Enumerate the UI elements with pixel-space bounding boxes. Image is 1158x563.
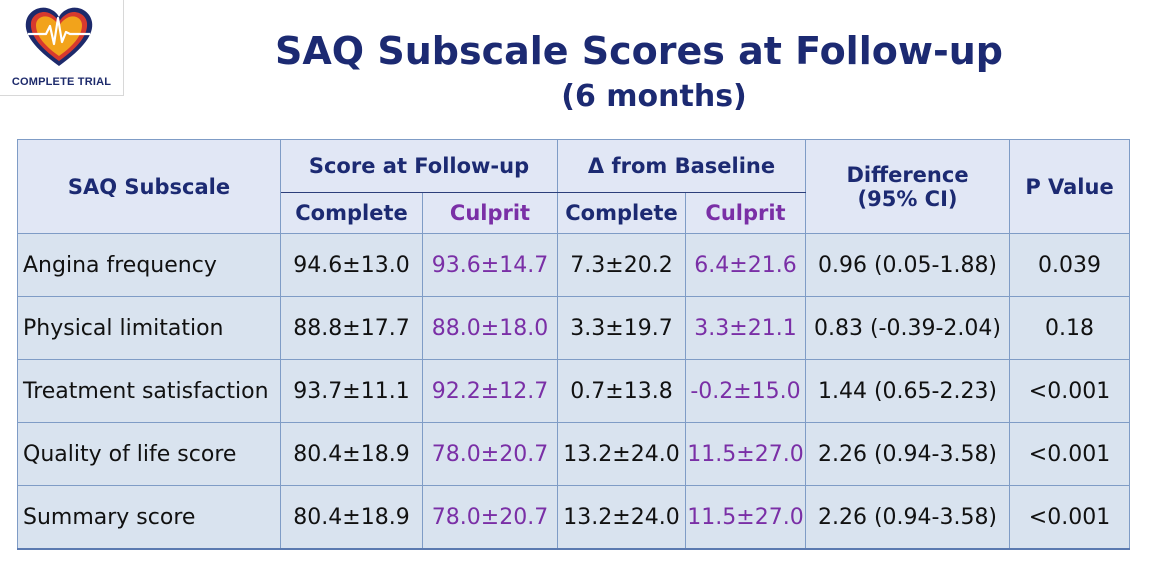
table-row: Treatment satisfaction 93.7±11.1 92.2±12…: [17, 359, 1130, 423]
cell-subscale: Treatment satisfaction: [17, 359, 281, 423]
cell-subscale: Angina frequency: [17, 233, 281, 297]
header-delta-complete: Complete: [557, 192, 686, 234]
cell-difference: 1.44 (0.65-2.23): [805, 359, 1010, 423]
table-row: Summary score 80.4±18.9 78.0±20.7 13.2±2…: [17, 485, 1130, 550]
header-subscale: SAQ Subscale: [17, 139, 281, 234]
cell-delta-complete: 13.2±24.0: [557, 485, 686, 550]
heart-ecg-logo-icon: [25, 7, 93, 66]
cell-pvalue: 0.039: [1009, 233, 1130, 297]
cell-delta-complete: 3.3±19.7: [557, 296, 686, 360]
page-subtitle: (6 months): [561, 79, 747, 114]
cell-difference: 2.26 (0.94-3.58): [805, 485, 1010, 550]
cell-difference: 0.96 (0.05-1.88): [805, 233, 1010, 297]
cell-delta-culprit: 6.4±21.6: [685, 233, 806, 297]
cell-pvalue: 0.18: [1009, 296, 1130, 360]
cell-delta-culprit: -0.2±15.0: [685, 359, 806, 423]
cell-delta-culprit: 11.5±27.0: [685, 485, 806, 550]
header-delta-group: Δ from Baseline: [557, 139, 806, 193]
cell-score-complete: 80.4±18.9: [280, 422, 423, 486]
cell-subscale: Quality of life score: [17, 422, 281, 486]
cell-score-culprit: 93.6±14.7: [422, 233, 558, 297]
cell-delta-complete: 7.3±20.2: [557, 233, 686, 297]
cell-score-complete: 88.8±17.7: [280, 296, 423, 360]
cell-difference: 0.83 (-0.39-2.04): [805, 296, 1010, 360]
logo: COMPLETE TRIAL: [0, 0, 124, 96]
logo-text: COMPLETE TRIAL: [11, 76, 112, 88]
header-score-complete: Complete: [280, 192, 423, 234]
table-row: Quality of life score 80.4±18.9 78.0±20.…: [17, 422, 1130, 486]
cell-subscale: Physical limitation: [17, 296, 281, 360]
cell-delta-culprit: 11.5±27.0: [685, 422, 806, 486]
header-pvalue: P Value: [1009, 139, 1130, 234]
cell-score-culprit: 92.2±12.7: [422, 359, 558, 423]
header-score-culprit: Culprit: [422, 192, 558, 234]
cell-score-complete: 93.7±11.1: [280, 359, 423, 423]
header-difference: Difference (95% CI): [805, 139, 1010, 234]
cell-delta-complete: 13.2±24.0: [557, 422, 686, 486]
cell-difference: 2.26 (0.94-3.58): [805, 422, 1010, 486]
cell-score-complete: 94.6±13.0: [280, 233, 423, 297]
cell-pvalue: <0.001: [1009, 359, 1130, 423]
cell-score-culprit: 88.0±18.0: [422, 296, 558, 360]
cell-score-culprit: 78.0±20.7: [422, 422, 558, 486]
cell-delta-culprit: 3.3±21.1: [685, 296, 806, 360]
cell-score-complete: 80.4±18.9: [280, 485, 423, 550]
cell-subscale: Summary score: [17, 485, 281, 550]
cell-score-culprit: 78.0±20.7: [422, 485, 558, 550]
cell-delta-complete: 0.7±13.8: [557, 359, 686, 423]
table-row: Physical limitation 88.8±17.7 88.0±18.0 …: [17, 296, 1130, 360]
header-delta-culprit: Culprit: [685, 192, 806, 234]
page-title: SAQ Subscale Scores at Follow-up: [275, 29, 1003, 73]
header-difference-ci: (95% CI): [857, 186, 958, 211]
table-row: Angina frequency 94.6±13.0 93.6±14.7 7.3…: [17, 233, 1130, 297]
header-score-group: Score at Follow-up: [280, 139, 558, 193]
cell-pvalue: <0.001: [1009, 422, 1130, 486]
header-difference-label: Difference: [846, 162, 969, 187]
saq-table: SAQ Subscale Score at Follow-up Δ from B…: [17, 139, 1130, 550]
cell-pvalue: <0.001: [1009, 485, 1130, 550]
